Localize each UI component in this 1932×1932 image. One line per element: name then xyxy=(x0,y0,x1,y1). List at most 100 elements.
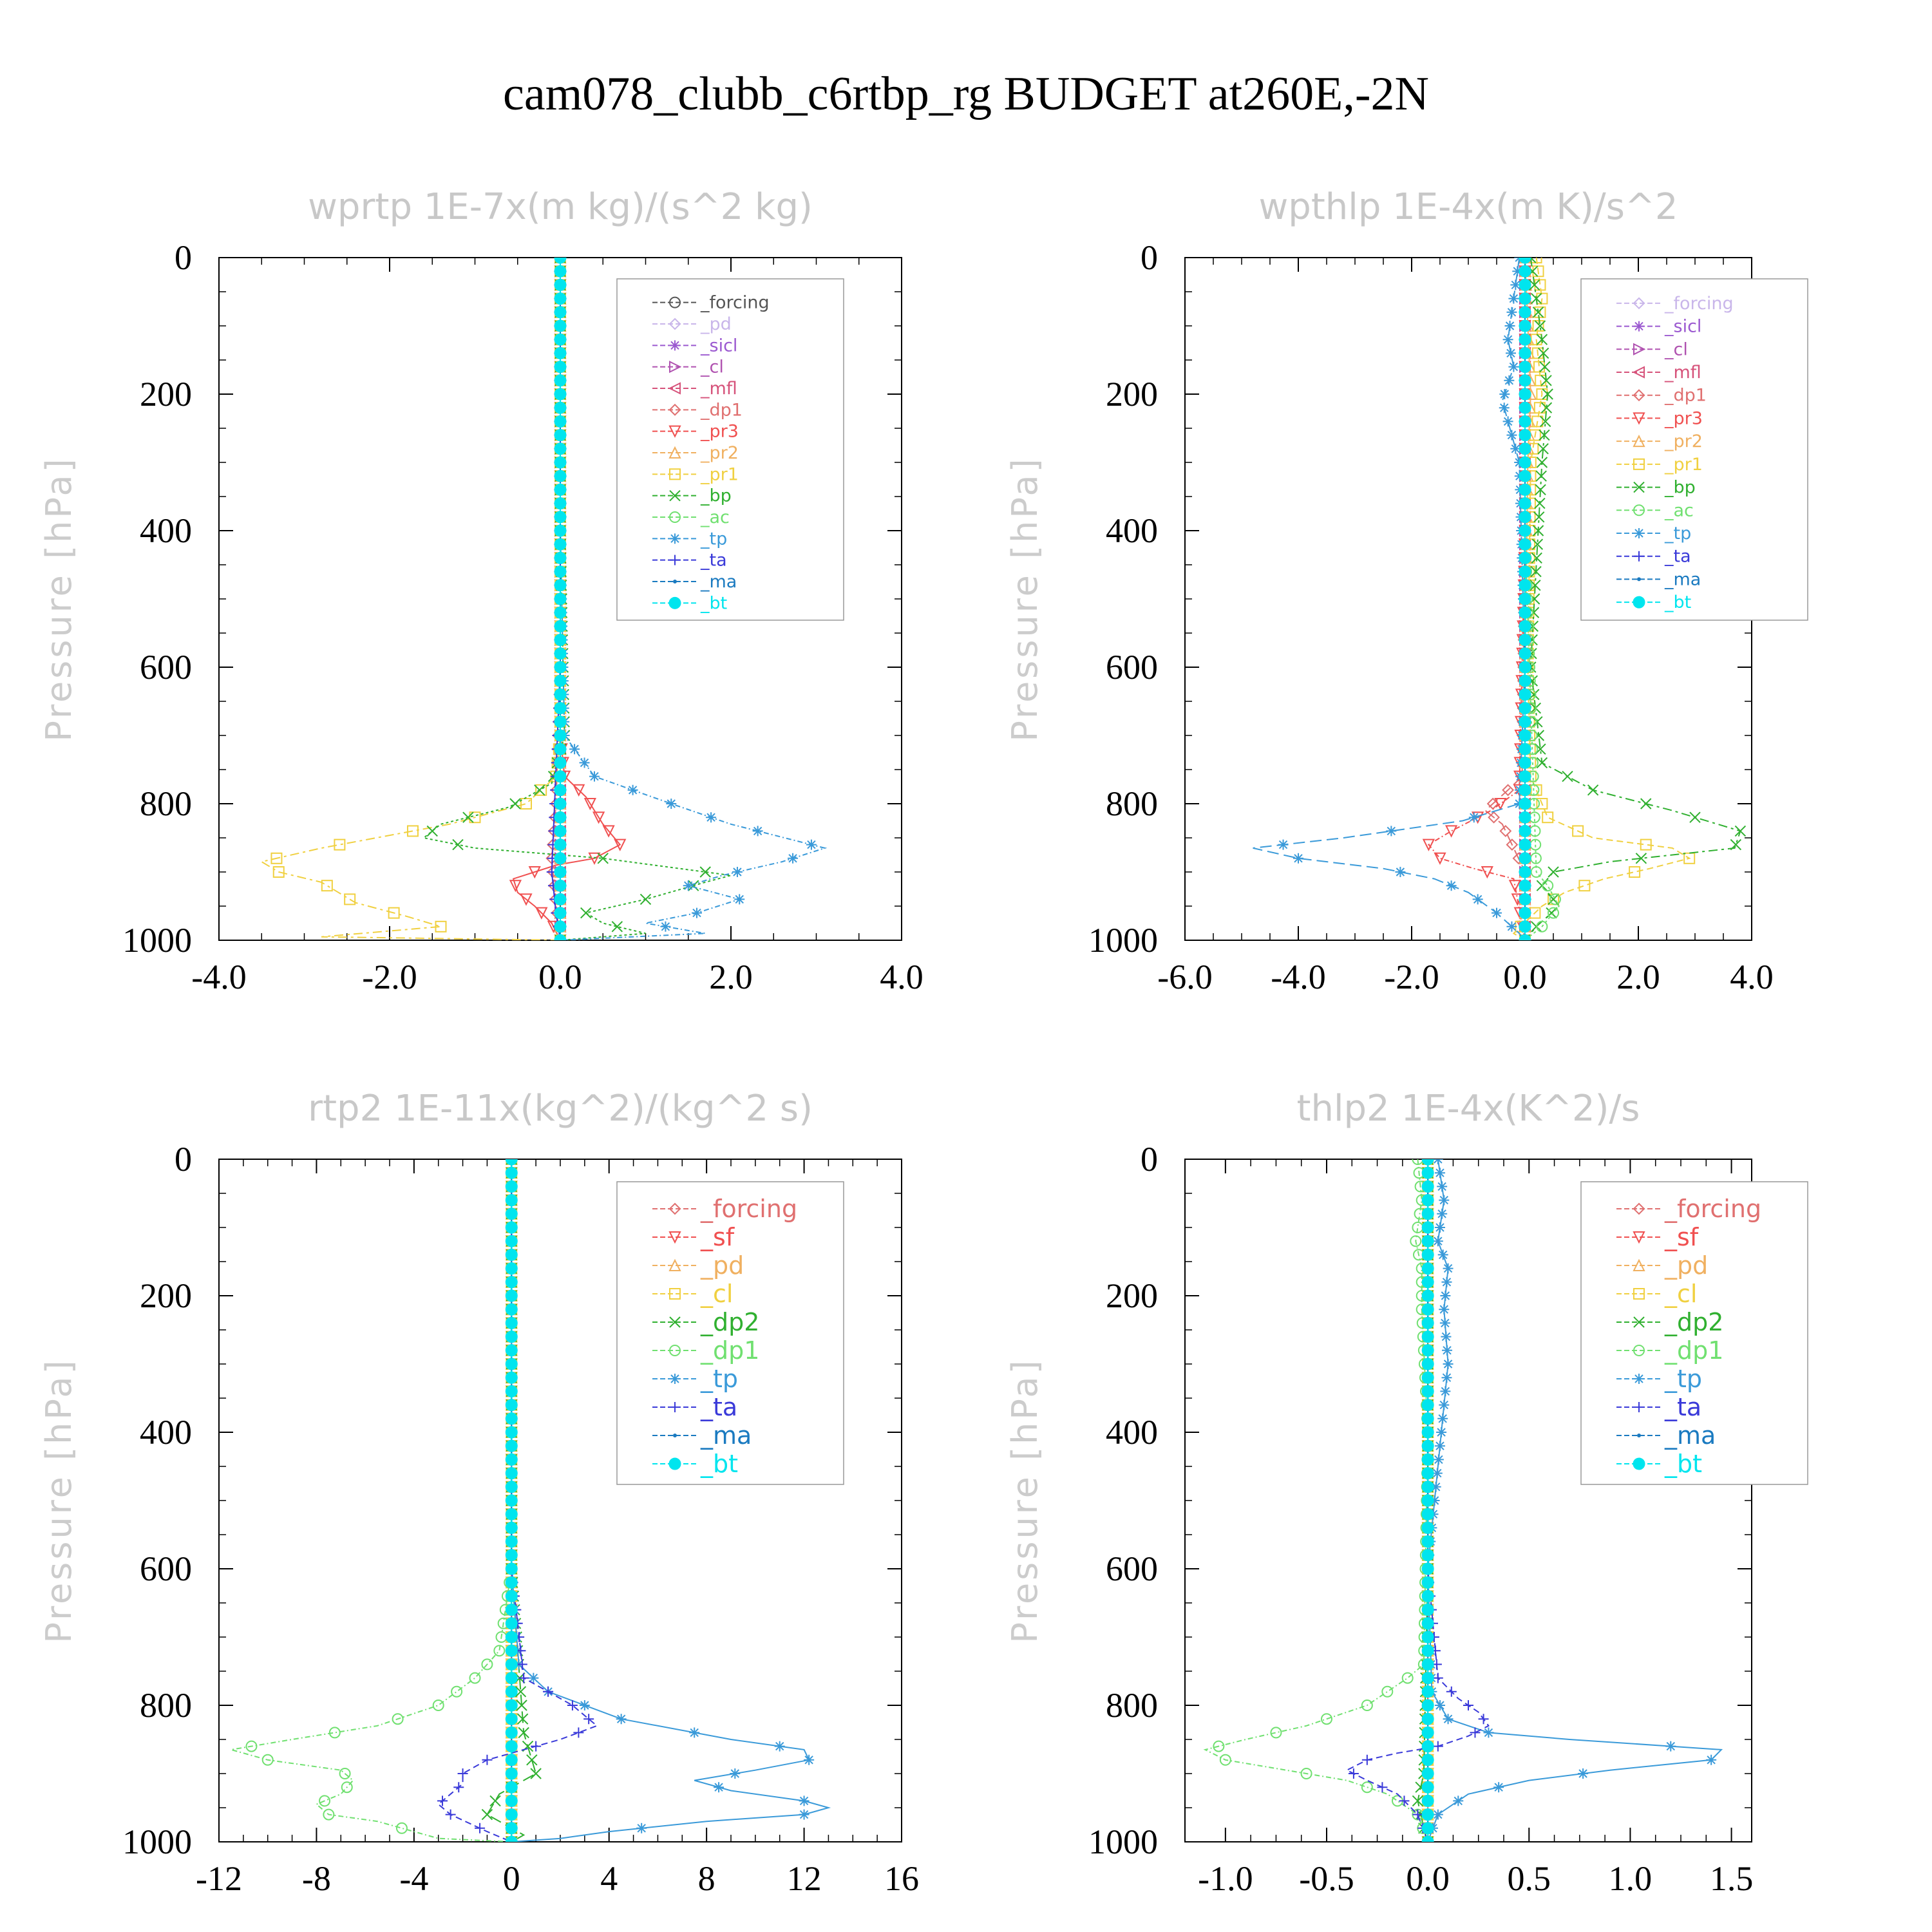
data-point xyxy=(1542,388,1553,400)
data-point xyxy=(636,1823,647,1833)
data-point xyxy=(1530,580,1541,591)
legend-item: _sf xyxy=(1616,1223,1700,1251)
data-point xyxy=(1531,538,1544,550)
legend-marker xyxy=(669,468,681,480)
legend-label: _cl xyxy=(700,1280,733,1308)
series-group xyxy=(231,1159,831,1842)
data-point xyxy=(1519,415,1531,428)
data-point xyxy=(1421,1180,1434,1193)
data-point xyxy=(505,1726,518,1739)
y-tick-label: 600 xyxy=(1106,648,1158,687)
legend-item: _ta xyxy=(652,551,727,571)
legend-marker xyxy=(669,489,681,502)
data-point xyxy=(505,1303,518,1316)
y-tick-label: 400 xyxy=(140,1413,192,1452)
data-point xyxy=(1348,1768,1359,1779)
data-point xyxy=(1412,1809,1423,1820)
data-point xyxy=(1519,715,1531,728)
legend-marker xyxy=(669,511,681,523)
y-tick-label: 0 xyxy=(175,238,192,277)
legend-label: _dp2 xyxy=(700,1308,759,1336)
legend-item: _pr2 xyxy=(652,443,739,463)
x-tick-label: 4.0 xyxy=(880,958,923,996)
legend-item: _ma xyxy=(652,572,737,592)
data-point xyxy=(1421,1604,1434,1616)
x-tick-label: 8 xyxy=(698,1859,715,1898)
legend-item: _bt xyxy=(1616,592,1691,612)
data-point xyxy=(1386,826,1397,837)
legend-item: _cl xyxy=(1616,1280,1697,1308)
data-point xyxy=(505,1235,518,1247)
data-point xyxy=(535,907,548,920)
x-tick-label: -4 xyxy=(399,1859,428,1898)
data-point xyxy=(1401,1672,1414,1684)
series-bt xyxy=(1421,1159,1434,1842)
legend-label: _forcing xyxy=(1664,294,1734,314)
data-point xyxy=(1519,838,1531,851)
data-point xyxy=(1539,429,1550,441)
legend-item: _pr3 xyxy=(652,422,739,442)
x-tick-label: 4 xyxy=(600,1859,618,1898)
data-point xyxy=(1421,1439,1434,1452)
data-point xyxy=(1519,278,1531,291)
y-tick-label: 800 xyxy=(140,784,192,823)
data-point xyxy=(516,1713,529,1725)
y-tick-label: 600 xyxy=(140,648,192,687)
data-point xyxy=(1519,688,1531,701)
legend-label: _mfl xyxy=(700,379,737,399)
data-point xyxy=(1734,825,1747,837)
series-line xyxy=(1345,1159,1490,1842)
x-tick-label: -4.0 xyxy=(191,958,246,996)
data-point xyxy=(505,1344,518,1357)
data-point xyxy=(573,784,585,797)
data-point xyxy=(1470,1727,1481,1738)
data-point xyxy=(437,1795,448,1806)
data-point xyxy=(1446,880,1457,891)
legend-marker xyxy=(1634,1402,1644,1412)
data-point xyxy=(505,1289,518,1302)
data-point xyxy=(1519,319,1531,332)
data-point xyxy=(1395,867,1406,877)
panel-wpthlp: wpthlp 1E-4x(m K)/s^2 Pressure [hPa] -6.0 -… xyxy=(1005,186,1808,996)
data-point xyxy=(505,1481,518,1493)
legend-label: _pd xyxy=(700,314,732,334)
data-point xyxy=(1421,1562,1434,1575)
data-point xyxy=(1531,415,1544,428)
legend-item: _bp xyxy=(652,486,732,506)
data-point xyxy=(481,1808,493,1821)
data-point xyxy=(1519,620,1531,632)
x-tick-label: 0.0 xyxy=(538,958,582,996)
legend-item: _cl xyxy=(652,357,724,377)
data-point xyxy=(1512,266,1523,277)
data-point xyxy=(505,1371,518,1384)
data-point xyxy=(505,1604,518,1616)
data-point xyxy=(1421,1385,1434,1397)
legend-item: _dp1 xyxy=(1616,386,1707,406)
y-tick-label: 400 xyxy=(140,511,192,550)
data-point xyxy=(1435,1168,1445,1179)
legend-marker xyxy=(1633,1202,1645,1215)
data-point xyxy=(1504,321,1515,331)
data-point xyxy=(1539,415,1551,428)
data-point xyxy=(1377,1782,1388,1793)
legend-item: _ac xyxy=(1616,500,1694,520)
data-point xyxy=(592,811,605,824)
legend-marker xyxy=(673,580,677,583)
data-point xyxy=(1519,866,1531,878)
data-point xyxy=(1508,361,1519,372)
legend-marker xyxy=(1633,1316,1645,1328)
legend-item: _ma xyxy=(1616,1421,1716,1450)
data-point xyxy=(1270,1727,1282,1739)
data-point xyxy=(1421,1331,1434,1343)
data-point xyxy=(1421,1726,1434,1739)
legend-marker xyxy=(668,317,681,330)
legend-label: _cl xyxy=(700,357,724,377)
data-point xyxy=(1439,1318,1450,1329)
data-point xyxy=(788,853,799,864)
data-point xyxy=(799,1809,810,1820)
data-point xyxy=(516,1659,527,1670)
legend-label: _forcing xyxy=(700,1195,797,1223)
data-point xyxy=(1443,1359,1454,1369)
data-point xyxy=(554,606,567,619)
data-point xyxy=(1219,1754,1231,1766)
